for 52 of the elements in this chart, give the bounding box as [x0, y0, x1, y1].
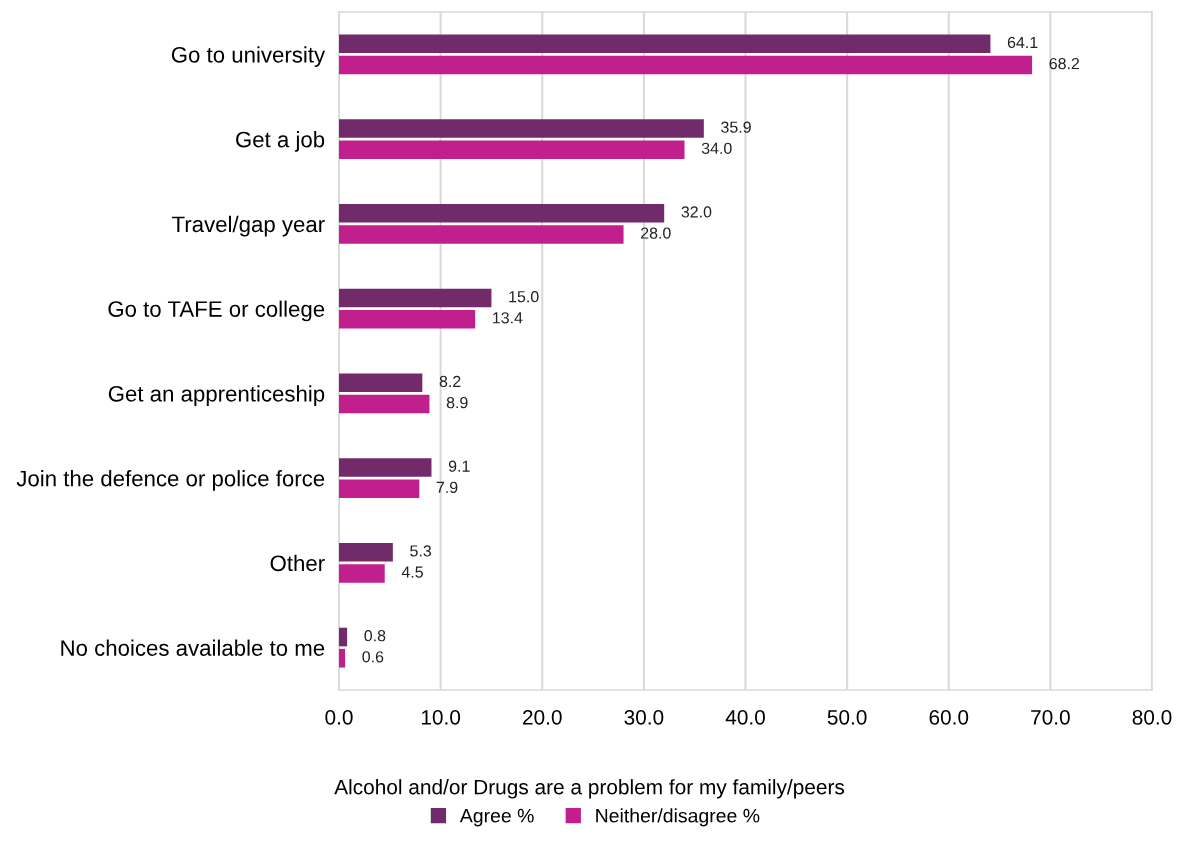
bar — [339, 542, 393, 562]
bar — [339, 394, 430, 414]
legend-label: Neither/disagree % — [596, 808, 760, 827]
bar — [339, 119, 704, 138]
data-label: 0.6 — [362, 651, 384, 663]
data-label: 8.2 — [439, 375, 461, 388]
legend-label: Agree % — [459, 808, 534, 827]
bar — [339, 34, 991, 54]
data-label: 5.3 — [410, 545, 432, 557]
bar — [339, 648, 346, 668]
x-tick-label: 0.0 — [325, 709, 353, 725]
bar — [339, 479, 420, 499]
data-label: 34.0 — [701, 142, 732, 155]
data-label: 32.0 — [681, 206, 712, 218]
x-tick-label: 70.0 — [1031, 709, 1070, 725]
data-label: 7.9 — [436, 481, 458, 494]
bar — [339, 55, 1033, 75]
x-tick-label: 60.0 — [929, 709, 969, 725]
bar — [339, 458, 432, 477]
x-tick-label: 80.0 — [1132, 709, 1172, 725]
data-label: 28.0 — [641, 227, 671, 239]
bar — [339, 627, 348, 647]
x-tick-label: 40.0 — [725, 709, 765, 725]
bar — [339, 225, 624, 244]
bar — [339, 309, 476, 329]
data-label: 35.9 — [721, 121, 751, 133]
x-tick-label: 10.0 — [421, 709, 461, 725]
data-label: 68.2 — [1049, 57, 1080, 70]
y-tick-label: No choices available to me — [61, 639, 325, 656]
x-tick-label: 50.0 — [827, 709, 867, 725]
data-label: 64.1 — [1007, 36, 1038, 49]
y-tick-label: Go to university — [171, 46, 326, 68]
bar — [339, 373, 423, 393]
y-tick-label: Other — [270, 554, 325, 572]
data-label: 0.8 — [364, 630, 386, 642]
bar — [339, 564, 385, 583]
x-tick-label: 30.0 — [624, 709, 664, 725]
bar — [339, 140, 685, 160]
y-tick-label: Get a job — [236, 131, 325, 152]
legend-title: Alcohol and/or Drugs are a problem for my family/peers — [334, 779, 845, 799]
data-label: 9.1 — [448, 460, 470, 472]
data-label: 13.4 — [493, 312, 523, 324]
y-tick-label: Get an apprenticeship — [108, 385, 325, 407]
data-label: 15.0 — [509, 291, 539, 303]
x-tick-label: 20.0 — [523, 709, 562, 725]
y-tick-label: Travel/gap year — [172, 215, 325, 237]
data-label: 8.9 — [446, 396, 468, 409]
y-tick-label: Go to TAFE or college — [108, 300, 325, 322]
y-tick-label: Join the defence or police force — [16, 470, 325, 491]
bar — [339, 288, 492, 308]
bar — [339, 203, 665, 223]
data-label: 4.5 — [401, 566, 423, 578]
